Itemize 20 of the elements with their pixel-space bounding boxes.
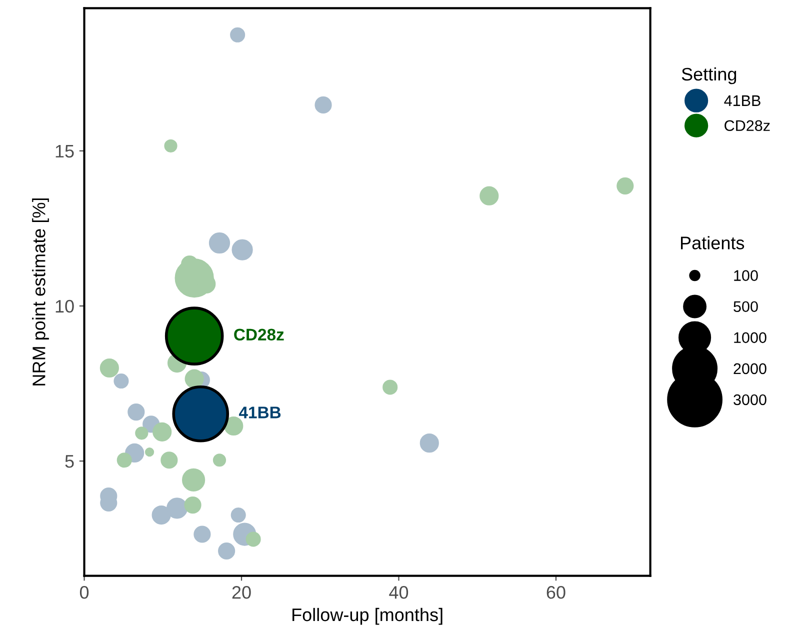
legend-label: CD28z [724, 120, 770, 132]
y-tick-label: 5 [65, 455, 74, 468]
legend-label: 1000 [734, 332, 766, 344]
legend-label: 500 [734, 301, 758, 312]
x-tick-label: 20 [232, 586, 251, 599]
legend-label: 41BB [724, 95, 760, 106]
legend-label: 100 [734, 270, 758, 281]
x-axis-title: Follow-up [months] [292, 608, 442, 625]
text: 41BB [238, 406, 281, 418]
y-tick-label: 15 [56, 144, 74, 158]
x-tick-label: 0 [80, 586, 89, 599]
legend-label: 3000 [734, 394, 766, 406]
x-tick-label: 40 [389, 586, 408, 599]
text: Patients [680, 236, 744, 250]
legend-label: 2000 [734, 363, 766, 374]
y-tick-label: 10 [56, 300, 74, 313]
text: Setting [682, 67, 736, 84]
text: CD28z [234, 328, 284, 341]
y-axis-title: NRM point estimate [%] [32, 198, 49, 386]
x-tick-label: 60 [546, 586, 566, 599]
